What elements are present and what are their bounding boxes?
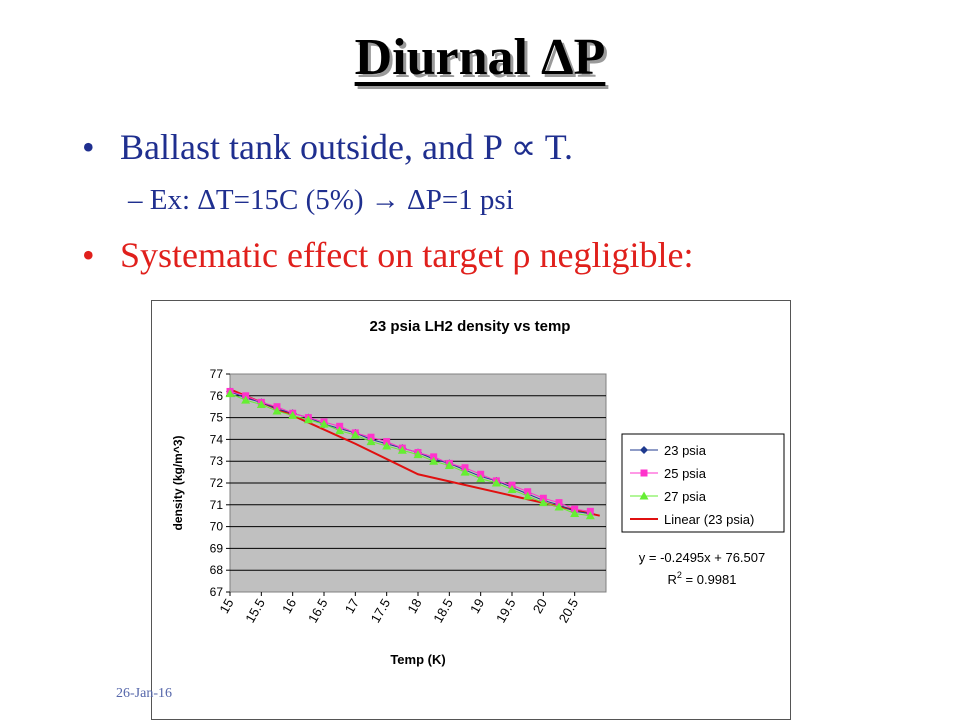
legend-marker <box>640 469 648 477</box>
y-tick-label: 73 <box>210 454 224 468</box>
legend-label: 23 psia <box>664 443 707 458</box>
x-tick-label: 18 <box>404 596 424 616</box>
data-points <box>225 387 595 520</box>
r2-label: R <box>668 572 677 587</box>
bullet-dot: • <box>82 235 95 275</box>
x-axis-ticks: 15 15.5 16 16.5 17 17.5 18 18.5 19 19.5 20 20.5 <box>216 592 581 625</box>
x-tick-label: 16 <box>279 596 299 616</box>
x-tick-label: 20 <box>530 596 550 616</box>
y-tick-label: 69 <box>210 541 224 555</box>
legend-label: Linear (23 psia) <box>664 512 754 527</box>
x-tick-label: 15 <box>216 596 236 616</box>
data-point-triangle <box>444 461 454 470</box>
data-point-triangle <box>538 498 548 507</box>
y-axis-ticks: 67 68 69 70 71 72 73 74 75 76 77 <box>210 367 230 599</box>
sub-bullet-example: – Ex: ΔT=15C (5%) → ΔP=1 psi <box>128 184 514 216</box>
y-tick-label: 70 <box>210 520 224 534</box>
data-point-triangle <box>366 437 376 446</box>
footer-date: 26-Jan-16 <box>116 686 172 701</box>
data-point-triangle <box>476 474 486 483</box>
data-point-triangle <box>491 478 501 487</box>
data-point-triangle <box>272 406 282 415</box>
data-point-triangle <box>319 419 329 428</box>
r2-exponent: 2 <box>677 570 682 580</box>
data-point-triangle <box>523 491 533 500</box>
x-tick-label: 15.5 <box>242 596 268 625</box>
data-point-triangle <box>382 441 392 450</box>
legend-items: 23 psia 25 psia 27 psia Linear (23 psia) <box>630 443 754 527</box>
data-point-triangle <box>303 415 313 424</box>
data-point-triangle <box>507 485 517 494</box>
x-tick-label: 17.5 <box>368 596 394 625</box>
legend-marker <box>640 446 648 454</box>
legend-marker <box>639 491 649 500</box>
bullet-ballast: • Ballast tank outside, and P ∝ T. <box>82 126 573 168</box>
data-point-triangle <box>241 395 251 404</box>
data-point-triangle <box>554 502 564 511</box>
y-tick-label: 67 <box>210 585 224 599</box>
legend: 23 psia 25 psia 27 psia Linear (23 psia) <box>621 433 785 533</box>
data-point-triangle <box>350 430 360 439</box>
y-tick-label: 77 <box>210 367 224 381</box>
y-tick-label: 71 <box>210 498 224 512</box>
r-squared: R2 = 0.9981 <box>668 570 737 587</box>
y-tick-label: 68 <box>210 563 224 577</box>
y-tick-label: 74 <box>210 432 224 446</box>
x-tick-label: 19 <box>467 596 487 616</box>
bullet-ballast-text: Ballast tank outside, and P ∝ T. <box>120 127 574 167</box>
legend-label: 25 psia <box>664 466 707 481</box>
bullet-dot: • <box>82 127 95 167</box>
data-point-triangle <box>288 410 298 419</box>
data-point-triangle <box>585 511 595 520</box>
data-point-triangle <box>256 400 266 409</box>
trend-equation: y = -0.2495x + 76.507 <box>639 550 765 565</box>
data-point-triangle <box>460 467 470 476</box>
data-point-triangle <box>225 389 235 398</box>
x-axis-label: Temp (K) <box>390 652 445 667</box>
chart-title: 23 psia LH2 density vs temp <box>370 318 571 335</box>
data-point-triangle <box>413 450 423 459</box>
chart-container: 23 psia LH2 density vs temp 67 68 69 70 71 72… <box>151 300 791 720</box>
data-point-triangle <box>429 456 439 465</box>
y-axis-label: density (kg/m^3) <box>171 435 185 530</box>
slide-title: Diurnal ΔP <box>354 29 606 86</box>
y-tick-label: 75 <box>210 411 224 425</box>
x-tick-label: 20.5 <box>556 596 582 625</box>
data-point-triangle <box>570 509 580 518</box>
bullet-systematic: • Systematic effect on target ρ negligibl… <box>82 234 693 276</box>
x-tick-label: 18.5 <box>430 596 456 625</box>
legend-label: 27 psia <box>664 489 707 504</box>
grid-lines <box>230 395 606 571</box>
x-tick-label: 16.5 <box>305 596 331 625</box>
y-tick-label: 76 <box>210 389 224 403</box>
r2-value: = 0.9981 <box>682 572 737 587</box>
bullet-systematic-text: Systematic effect on target ρ negligible… <box>120 235 694 275</box>
density-chart: 23 psia LH2 density vs temp 67 68 69 70 71 72… <box>171 318 785 667</box>
y-tick-label: 72 <box>210 476 224 490</box>
data-point-triangle <box>335 426 345 435</box>
x-tick-label: 19.5 <box>493 596 519 625</box>
x-tick-label: 17 <box>342 596 362 616</box>
data-point-triangle <box>397 445 407 454</box>
